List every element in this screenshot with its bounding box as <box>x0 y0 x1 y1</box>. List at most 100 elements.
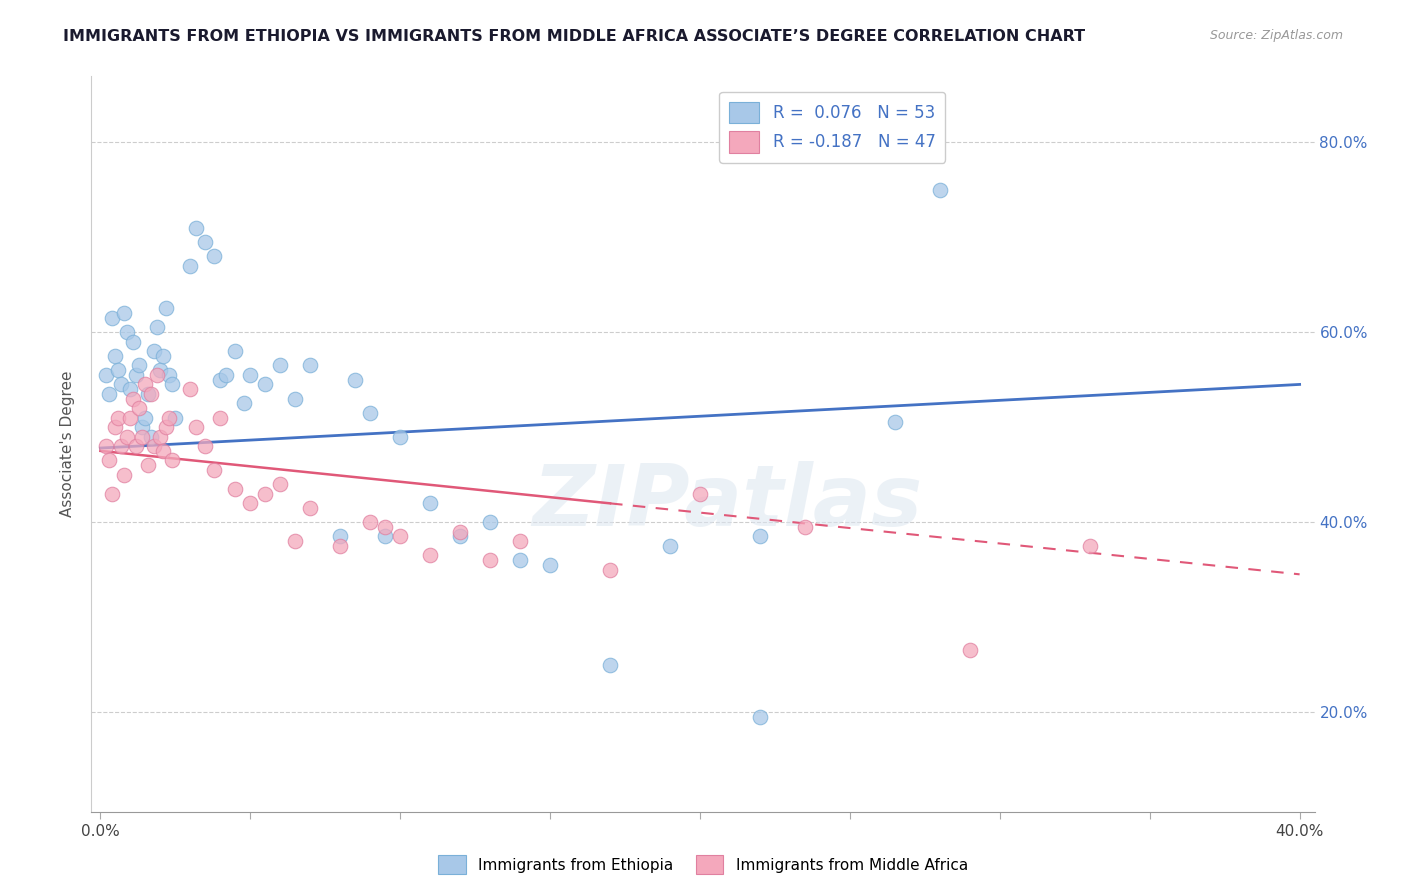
Text: ZIPatlas: ZIPatlas <box>533 461 922 544</box>
Point <box>98 453 121 467</box>
Point <box>157 368 180 382</box>
Point <box>689 486 711 500</box>
Point <box>98 387 121 401</box>
Point <box>329 539 352 553</box>
Point <box>179 382 201 396</box>
Point <box>117 430 139 444</box>
Point <box>509 553 531 567</box>
Point <box>928 183 950 197</box>
Point <box>749 529 772 543</box>
Point <box>117 325 139 339</box>
Point <box>209 373 232 387</box>
Point <box>101 486 124 500</box>
Text: IMMIGRANTS FROM ETHIOPIA VS IMMIGRANTS FROM MIDDLE AFRICA ASSOCIATE’S DEGREE COR: IMMIGRANTS FROM ETHIOPIA VS IMMIGRANTS F… <box>63 29 1085 44</box>
Point <box>96 368 118 382</box>
Point <box>112 306 135 320</box>
Point <box>146 320 169 334</box>
Point <box>344 373 367 387</box>
Point <box>329 529 352 543</box>
Point <box>215 368 238 382</box>
Point <box>149 430 172 444</box>
Point <box>479 515 502 529</box>
Point <box>96 439 118 453</box>
Point <box>269 359 291 373</box>
Point <box>479 553 502 567</box>
Point <box>202 249 225 263</box>
Point <box>224 482 246 496</box>
Point <box>143 344 166 359</box>
Point <box>359 515 381 529</box>
Point <box>284 534 307 549</box>
Point <box>419 549 441 563</box>
Point <box>120 382 142 396</box>
Point <box>659 539 682 553</box>
Legend: R =  0.076   N = 53, R = -0.187   N = 47: R = 0.076 N = 53, R = -0.187 N = 47 <box>720 92 945 162</box>
Point <box>224 344 246 359</box>
Point <box>104 349 127 363</box>
Point <box>254 486 277 500</box>
Point <box>599 563 621 577</box>
Point <box>101 310 124 325</box>
Point <box>138 387 160 401</box>
Point <box>254 377 277 392</box>
Point <box>152 443 174 458</box>
Point <box>125 439 148 453</box>
Point <box>162 453 184 467</box>
Point <box>110 377 132 392</box>
Point <box>389 430 412 444</box>
Point <box>509 534 531 549</box>
Point <box>959 643 981 657</box>
Point <box>186 220 208 235</box>
Point <box>374 520 396 534</box>
Point <box>131 430 153 444</box>
Point <box>359 406 381 420</box>
Point <box>389 529 412 543</box>
Text: Source: ZipAtlas.com: Source: ZipAtlas.com <box>1209 29 1343 42</box>
Point <box>374 529 396 543</box>
Point <box>128 359 150 373</box>
Point <box>104 420 127 434</box>
Point <box>141 387 163 401</box>
Y-axis label: Associate's Degree: Associate's Degree <box>60 370 76 517</box>
Point <box>209 410 232 425</box>
Point <box>162 377 184 392</box>
Point <box>155 301 177 316</box>
Point <box>157 410 180 425</box>
Point <box>793 520 815 534</box>
Point <box>194 439 217 453</box>
Point <box>107 410 129 425</box>
Point <box>749 710 772 724</box>
Point <box>239 368 262 382</box>
Point <box>1078 539 1101 553</box>
Point <box>149 363 172 377</box>
Point <box>449 529 471 543</box>
Point <box>239 496 262 510</box>
Point <box>125 368 148 382</box>
Point <box>122 334 145 349</box>
Point <box>107 363 129 377</box>
Point <box>419 496 441 510</box>
Point <box>269 477 291 491</box>
Point <box>179 259 201 273</box>
Point <box>186 420 208 434</box>
Point <box>131 420 153 434</box>
Point <box>538 558 561 572</box>
Point <box>134 377 156 392</box>
Point <box>110 439 132 453</box>
Legend: Immigrants from Ethiopia, Immigrants from Middle Africa: Immigrants from Ethiopia, Immigrants fro… <box>432 849 974 880</box>
Point <box>128 401 150 416</box>
Point <box>194 235 217 249</box>
Point <box>449 524 471 539</box>
Point <box>112 467 135 482</box>
Point <box>155 420 177 434</box>
Point <box>120 410 142 425</box>
Point <box>165 410 187 425</box>
Point <box>599 657 621 672</box>
Point <box>202 463 225 477</box>
Point <box>233 396 256 410</box>
Point <box>138 458 160 472</box>
Point <box>143 439 166 453</box>
Point <box>284 392 307 406</box>
Point <box>299 500 322 515</box>
Point <box>883 416 905 430</box>
